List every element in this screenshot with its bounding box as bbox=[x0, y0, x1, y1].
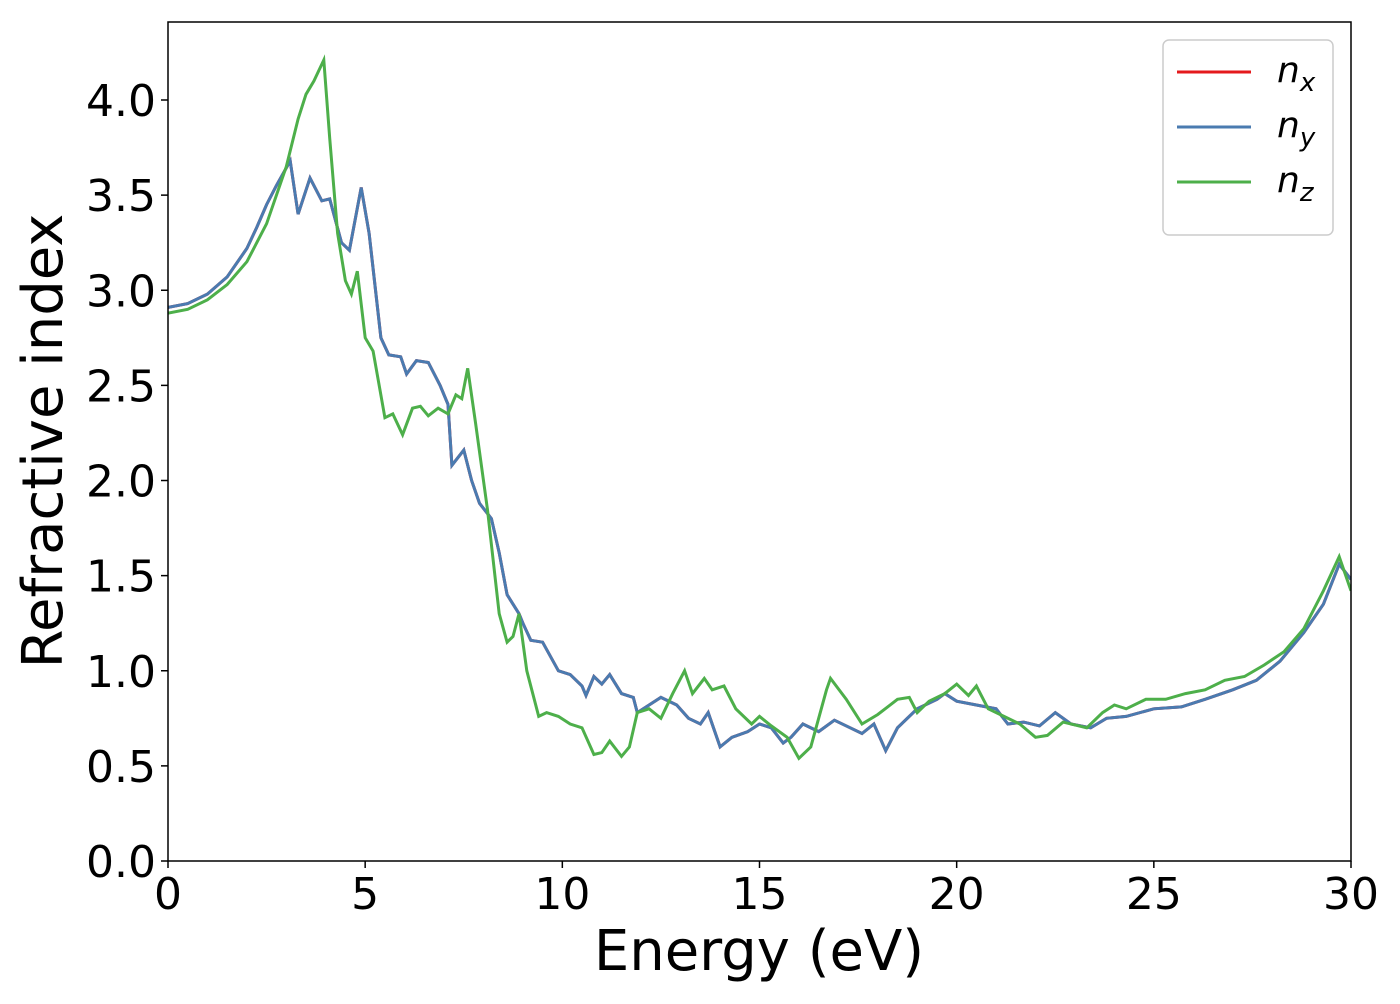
x-axis-label: Energy (eV) bbox=[594, 919, 924, 984]
y-tick-label: 3.0 bbox=[86, 266, 156, 317]
y-tick-label: 2.5 bbox=[86, 361, 156, 412]
legend-label: nx bbox=[1277, 50, 1316, 98]
y-tick-label: 0.5 bbox=[86, 742, 156, 793]
y-axis-label: Refractive index bbox=[11, 214, 76, 669]
legend-box bbox=[1162, 39, 1334, 236]
series-line bbox=[168, 156, 1351, 755]
x-tick-label: 20 bbox=[929, 869, 985, 920]
x-tick-label: 5 bbox=[351, 869, 379, 920]
x-tick-label: 0 bbox=[154, 869, 182, 920]
legend-label: ny bbox=[1277, 105, 1316, 153]
legend-label: nz bbox=[1277, 160, 1315, 208]
series-line bbox=[168, 156, 1351, 755]
y-tick-label: 3.5 bbox=[86, 171, 156, 222]
y-tick-label: 1.0 bbox=[86, 647, 156, 698]
x-tick-label: 30 bbox=[1323, 869, 1379, 920]
x-tick-label: 15 bbox=[732, 869, 788, 920]
series-line bbox=[168, 54, 1351, 761]
x-tick-label: 25 bbox=[1126, 869, 1182, 920]
y-tick-label: 2.0 bbox=[86, 457, 156, 508]
legend: nx ny nz bbox=[1162, 39, 1334, 236]
y-tick-label: 1.5 bbox=[86, 552, 156, 603]
x-tick-label: 10 bbox=[534, 869, 590, 920]
y-tick-label: 0.0 bbox=[86, 837, 156, 888]
y-tick-label: 4.0 bbox=[86, 76, 156, 127]
